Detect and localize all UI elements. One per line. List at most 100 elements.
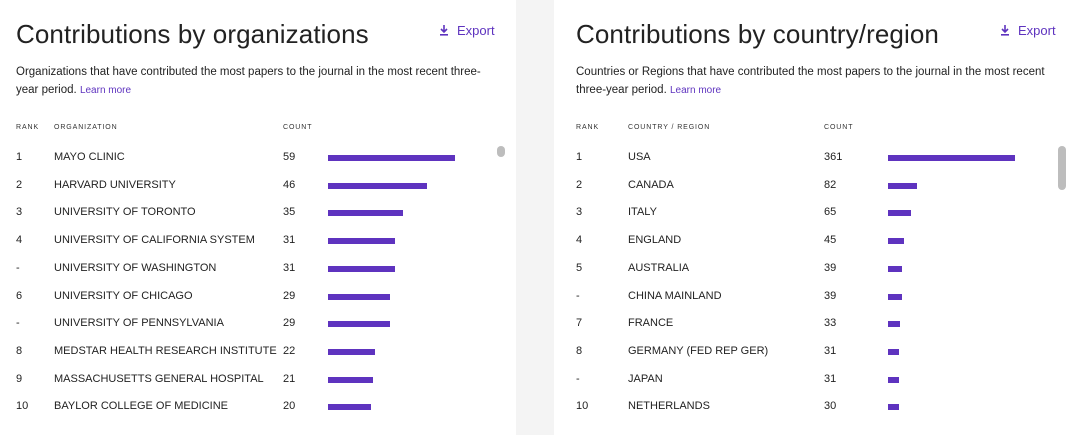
- learn-more-link[interactable]: Learn more: [669, 85, 722, 96]
- count-bar: [888, 293, 902, 300]
- table-row: - CHINA MAINLAND 39: [554, 285, 1074, 307]
- name-cell: JAPAN: [628, 372, 663, 385]
- organizations-export-button[interactable]: Export: [439, 23, 495, 38]
- table-row: - UNIVERSITY OF PENNSYLVANIA 29: [0, 312, 510, 334]
- count-bar: [888, 376, 899, 383]
- table-row: 2 CANADA 82: [554, 174, 1074, 196]
- rank-cell: 1: [576, 151, 583, 163]
- count-cell: 39: [824, 261, 837, 274]
- rank-cell: 9: [16, 372, 23, 385]
- count-bar: [328, 265, 395, 272]
- name-cell: ITALY: [628, 206, 657, 219]
- scrollbar-thumb[interactable]: [1058, 146, 1066, 190]
- count-bar: [328, 348, 375, 355]
- name-cell: MAYO CLINIC: [54, 151, 125, 163]
- countries-description: Countries or Regions that have contribut…: [576, 63, 1046, 100]
- name-cell: CANADA: [628, 178, 674, 191]
- count-bar: [888, 404, 899, 411]
- rank-cell: -: [16, 317, 20, 330]
- table-row: 10 NETHERLANDS 30: [554, 395, 1074, 417]
- rank-cell: 10: [576, 400, 589, 413]
- name-cell: UNIVERSITY OF WASHINGTON: [54, 261, 217, 274]
- count-cell: 30: [824, 400, 837, 413]
- table-row: 9 MASSACHUSETTS GENERAL HOSPITAL 21: [0, 368, 510, 390]
- rank-cell: -: [16, 261, 20, 274]
- name-cell: AUSTRALIA: [628, 261, 690, 274]
- column-header-rank: RANK: [16, 124, 40, 131]
- name-cell: GERMANY (FED REP GER): [628, 344, 769, 357]
- name-cell: BAYLOR COLLEGE OF MEDICINE: [54, 400, 229, 413]
- countries-panel: Contributions by country/region Export C…: [554, 0, 1080, 435]
- count-bar: [888, 210, 911, 217]
- table-row: - UNIVERSITY OF WASHINGTON 31: [0, 257, 510, 279]
- name-cell: UNIVERSITY OF CALIFORNIA SYSTEM: [54, 234, 255, 247]
- organizations-title: Contributions by organizations: [16, 19, 369, 49]
- name-cell: NETHERLANDS: [628, 400, 710, 413]
- column-header-country-region: COUNTRY / REGION: [628, 124, 711, 131]
- rank-cell: 3: [576, 206, 583, 219]
- table-row: 8 MEDSTAR HEALTH RESEARCH INSTITUTE 22: [0, 340, 510, 362]
- rank-cell: 8: [576, 344, 583, 357]
- rank-cell: 6: [16, 289, 23, 302]
- download-icon: [440, 25, 448, 36]
- count-bar: [328, 321, 390, 328]
- learn-more-link[interactable]: Learn more: [79, 85, 132, 96]
- count-cell: 59: [283, 151, 296, 163]
- name-cell: UNIVERSITY OF CHICAGO: [54, 289, 193, 302]
- count-cell: 65: [824, 206, 837, 219]
- count-cell: 35: [283, 206, 296, 219]
- table-row: 7 FRANCE 33: [554, 312, 1074, 334]
- column-header-organization: ORGANIZATION: [54, 124, 118, 131]
- countries-export-button[interactable]: Export: [1000, 23, 1056, 38]
- name-cell: MEDSTAR HEALTH RESEARCH INSTITUTE: [54, 344, 277, 357]
- rank-cell: 8: [16, 344, 23, 357]
- count-cell: 31: [283, 234, 296, 247]
- name-cell: UNIVERSITY OF TORONTO: [54, 206, 196, 219]
- table-row: 6 UNIVERSITY OF CHICAGO 29: [0, 285, 510, 307]
- table-row: 4 ENGLAND 45: [554, 229, 1074, 251]
- table-row: 10 BAYLOR COLLEGE OF MEDICINE 20: [0, 395, 510, 417]
- description-text: Countries or Regions that have contribut…: [576, 66, 1045, 96]
- count-cell: 29: [283, 289, 296, 302]
- download-icon: [1001, 25, 1009, 36]
- scrollbar-thumb[interactable]: [497, 146, 505, 157]
- count-cell: 46: [283, 178, 296, 191]
- count-cell: 39: [824, 289, 837, 302]
- rank-cell: 10: [16, 400, 29, 413]
- description-text: Organizations that have contributed the …: [16, 66, 481, 96]
- rank-cell: -: [576, 289, 580, 302]
- export-label: Export: [1018, 23, 1056, 38]
- rank-cell: 2: [16, 178, 23, 191]
- count-bar: [888, 265, 902, 272]
- count-cell: 31: [824, 344, 837, 357]
- rank-cell: 2: [576, 178, 583, 191]
- rank-cell: 7: [576, 317, 583, 330]
- count-bar: [328, 376, 373, 383]
- column-header-rank: RANK: [576, 124, 600, 131]
- count-bar: [888, 321, 900, 328]
- name-cell: HARVARD UNIVERSITY: [54, 178, 176, 191]
- table-row: 1 USA 361: [554, 146, 1074, 168]
- organizations-description: Organizations that have contributed the …: [16, 63, 486, 100]
- count-cell: 31: [283, 261, 296, 274]
- count-cell: 22: [283, 344, 296, 357]
- table-row: 3 ITALY 65: [554, 201, 1074, 223]
- count-bar: [888, 238, 904, 245]
- count-cell: 20: [283, 400, 296, 413]
- export-label: Export: [457, 23, 495, 38]
- count-bar: [888, 182, 917, 189]
- column-header-count: COUNT: [283, 124, 313, 131]
- countries-title: Contributions by country/region: [576, 19, 939, 49]
- rank-cell: 4: [576, 234, 583, 247]
- count-bar: [328, 210, 403, 217]
- name-cell: UNIVERSITY OF PENNSYLVANIA: [54, 317, 224, 330]
- name-cell: FRANCE: [628, 317, 674, 330]
- count-cell: 21: [283, 372, 296, 385]
- table-row: 1 MAYO CLINIC 59: [0, 146, 510, 168]
- name-cell: CHINA MAINLAND: [628, 289, 722, 302]
- count-cell: 31: [824, 372, 837, 385]
- rank-cell: -: [576, 372, 580, 385]
- count-bar: [328, 404, 371, 411]
- count-cell: 82: [824, 178, 837, 191]
- count-bar: [888, 348, 899, 355]
